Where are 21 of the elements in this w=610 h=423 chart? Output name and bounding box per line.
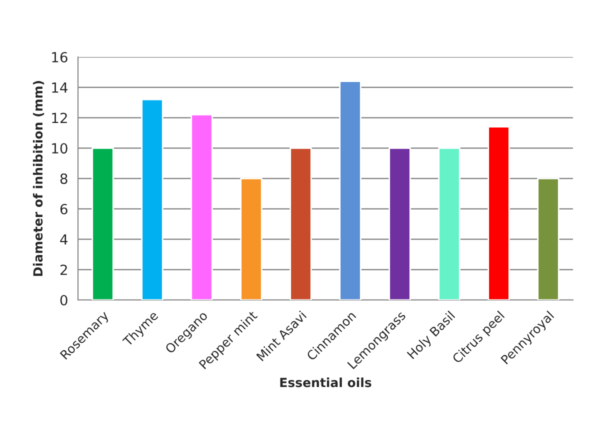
bar [438,147,460,300]
y-tick-label: 2 [60,264,67,275]
y-tick-label: 6 [60,204,68,214]
x-axis-title: Essential oils [280,378,372,388]
bar [240,178,262,300]
bar [388,147,411,300]
y-tick-label: 12 [52,112,67,124]
y-tick-label: 14 [52,82,68,93]
y-axis-title: Diameter of inhibition (mm) [32,81,44,276]
y-tick-label: 16 [52,52,68,62]
y-tick-label: 0 [60,294,68,306]
bar [141,98,164,300]
bar [190,114,213,300]
bar [92,147,114,300]
y-tick-label: 10 [52,143,68,154]
bar [537,178,560,300]
bar [488,126,510,300]
bar [290,147,312,300]
y-tick-label: 8 [60,173,68,184]
bar [339,80,362,300]
y-tick-label: 4 [60,234,68,245]
